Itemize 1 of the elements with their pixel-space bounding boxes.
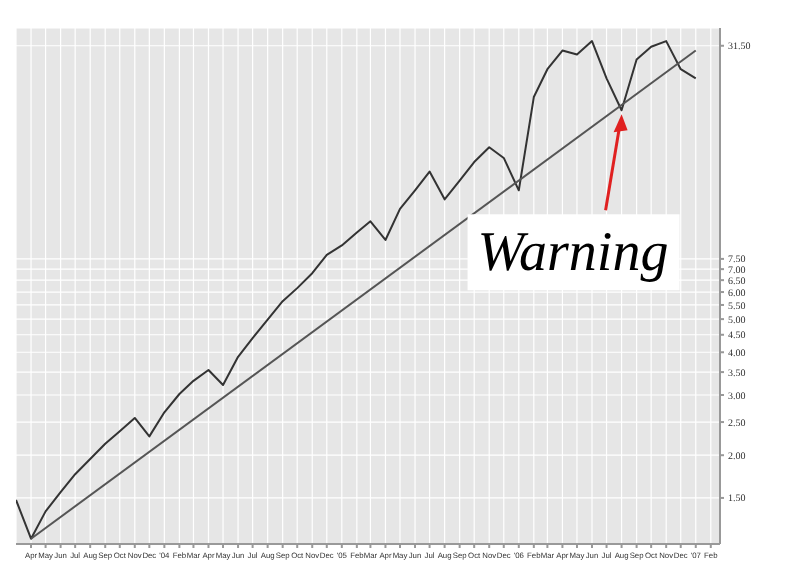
annotation: Warning	[477, 222, 669, 285]
